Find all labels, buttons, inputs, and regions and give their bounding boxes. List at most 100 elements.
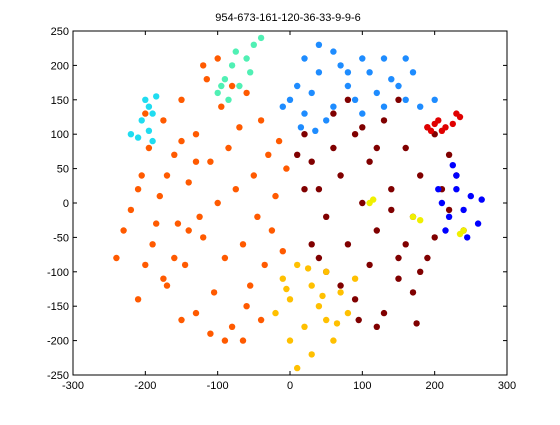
y-tick-label: -50 [53, 232, 69, 244]
data-point [275, 137, 283, 145]
data-point [279, 248, 286, 255]
data-point [337, 172, 344, 179]
data-point [453, 186, 460, 193]
data-point [409, 289, 417, 296]
data-point [294, 82, 301, 90]
data-point [232, 186, 239, 193]
data-point [417, 103, 424, 110]
data-point [449, 162, 456, 169]
x-tick-label: -300 [62, 380, 84, 392]
data-point [134, 296, 142, 303]
data-point [337, 282, 344, 289]
data-point [228, 82, 236, 90]
data-point [178, 96, 185, 104]
x-tick-label: 300 [498, 380, 516, 392]
data-point [207, 330, 214, 337]
data-point [149, 137, 156, 145]
data-point [388, 186, 395, 193]
data-point [283, 285, 290, 293]
data-point [294, 261, 301, 269]
data-point [417, 217, 424, 224]
data-point [464, 234, 471, 241]
data-point [192, 131, 200, 138]
data-point [449, 120, 456, 128]
data-point [366, 158, 373, 165]
data-point [344, 82, 352, 90]
data-point [308, 89, 315, 97]
data-point [315, 186, 323, 193]
data-point [308, 282, 315, 289]
y-tick-label: -150 [47, 301, 69, 313]
data-point [409, 213, 417, 220]
data-point [323, 213, 330, 220]
data-point [228, 323, 236, 330]
y-tick-label: -200 [47, 336, 69, 348]
data-point [218, 103, 225, 110]
data-point [228, 62, 236, 69]
data-point [134, 134, 142, 141]
data-point [178, 316, 185, 324]
data-point [181, 261, 189, 269]
data-point [395, 275, 402, 282]
data-point [286, 337, 294, 344]
data-point [402, 241, 409, 248]
data-point [134, 186, 142, 193]
data-point [417, 268, 424, 275]
data-point [178, 137, 185, 145]
data-point [243, 303, 250, 310]
data-point [221, 254, 229, 262]
data-point [474, 220, 482, 227]
y-tick-label: -250 [47, 370, 69, 382]
x-tick-label: 200 [425, 380, 443, 392]
data-point [120, 227, 127, 234]
chart-title: 954-673-161-120-36-33-9-9-6 [215, 12, 361, 24]
data-point [257, 316, 265, 324]
data-point [301, 186, 308, 193]
data-point [214, 89, 221, 97]
data-point [236, 82, 243, 90]
data-point [153, 220, 160, 227]
data-point [156, 192, 163, 200]
data-point [417, 172, 424, 179]
data-point [257, 34, 265, 42]
data-point [214, 199, 221, 207]
data-point [239, 337, 247, 344]
data-point [301, 55, 308, 62]
data-point [272, 192, 279, 200]
data-point [301, 323, 308, 330]
data-point [380, 55, 388, 62]
y-tick-label: -100 [47, 267, 69, 279]
data-point [402, 96, 409, 104]
data-point [395, 82, 402, 90]
data-point [467, 192, 474, 200]
data-point [478, 196, 485, 203]
data-point [203, 76, 210, 83]
data-point [351, 296, 359, 303]
data-point [373, 323, 380, 330]
data-point [315, 41, 323, 48]
data-point [315, 254, 323, 262]
data-point [185, 179, 192, 186]
data-point [445, 151, 453, 158]
data-point [192, 309, 200, 317]
data-point [142, 96, 149, 104]
x-tick-label: -200 [134, 380, 156, 392]
data-point [409, 69, 417, 76]
data-point [330, 103, 337, 110]
data-point [265, 151, 272, 158]
data-point [435, 117, 442, 124]
data-point [171, 151, 178, 158]
data-point [243, 89, 250, 97]
y-tick-label: 100 [51, 129, 69, 141]
data-point [221, 76, 229, 83]
data-point [359, 110, 366, 117]
data-point [359, 199, 366, 207]
data-point [373, 144, 380, 152]
data-point [330, 144, 337, 152]
data-point [145, 144, 153, 152]
data-point [214, 55, 221, 62]
data-point [323, 268, 330, 275]
data-point [127, 131, 135, 138]
data-point [279, 103, 286, 110]
